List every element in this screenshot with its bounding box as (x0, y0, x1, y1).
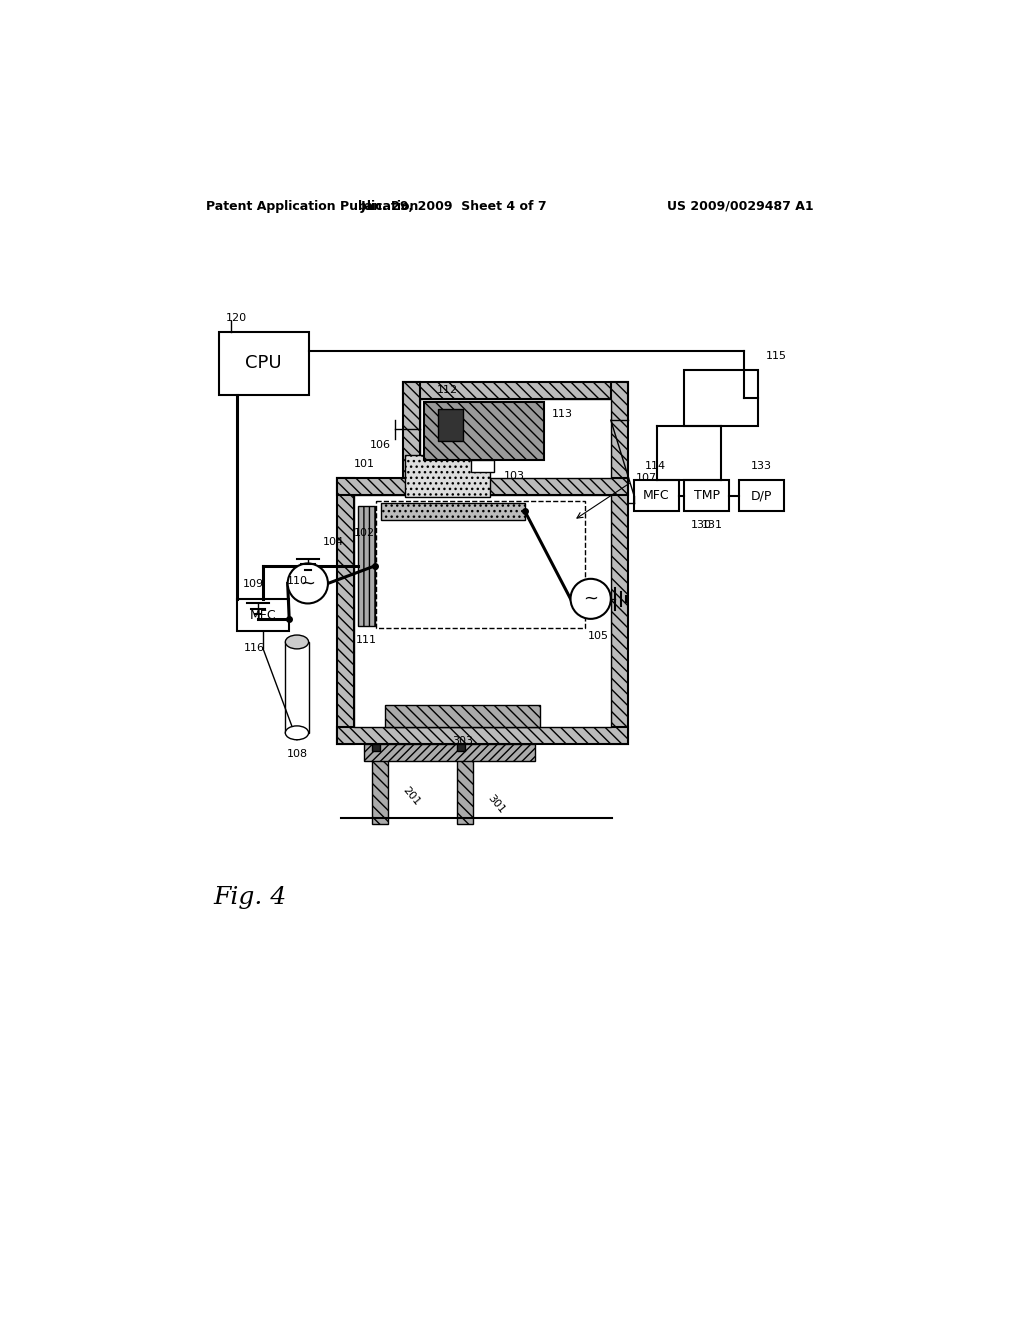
Text: 105: 105 (588, 631, 609, 640)
Bar (611, 478, 628, 743)
Text: 102: 102 (354, 528, 375, 539)
Ellipse shape (286, 726, 308, 739)
Text: 303: 303 (453, 735, 473, 746)
Text: 301: 301 (485, 793, 507, 816)
Bar (403, 381, 628, 399)
Bar (611, 381, 628, 478)
Text: 107: 107 (636, 473, 656, 483)
Text: ~: ~ (584, 590, 598, 607)
Text: CPU: CPU (246, 354, 282, 372)
Bar (354, 495, 611, 726)
Bar (684, 480, 729, 511)
Bar (337, 726, 628, 743)
Bar (365, 743, 535, 760)
Bar (471, 461, 494, 471)
Bar (404, 455, 489, 498)
Bar (684, 370, 758, 425)
Text: 111: 111 (356, 635, 377, 644)
Text: 106: 106 (370, 440, 390, 450)
Text: MFC: MFC (643, 490, 670, 502)
Ellipse shape (286, 635, 308, 649)
Bar (372, 743, 380, 751)
Bar (219, 331, 308, 395)
Text: 131: 131 (702, 520, 723, 529)
Bar (381, 503, 524, 520)
Bar (337, 478, 354, 743)
Bar (372, 743, 388, 825)
Text: 114: 114 (644, 462, 666, 471)
Text: 113: 113 (552, 409, 572, 418)
Text: 109: 109 (243, 579, 264, 589)
Text: 104: 104 (324, 537, 344, 546)
Text: MFC: MFC (250, 609, 276, 622)
Text: Jan. 29, 2009  Sheet 4 of 7: Jan. 29, 2009 Sheet 4 of 7 (360, 199, 547, 213)
Text: 133: 133 (751, 462, 772, 471)
Text: 130: 130 (690, 520, 712, 529)
Text: 115: 115 (766, 351, 786, 362)
Text: 108: 108 (287, 750, 307, 759)
Text: D/P: D/P (751, 490, 772, 502)
Text: TMP: TMP (694, 490, 720, 502)
Text: 120: 120 (225, 313, 247, 323)
Bar (337, 478, 628, 495)
Text: 103: 103 (504, 471, 525, 480)
Text: 201: 201 (400, 785, 422, 808)
Text: 112: 112 (437, 385, 458, 395)
Bar (634, 480, 679, 511)
Bar (420, 399, 611, 478)
Text: 116: 116 (245, 643, 265, 653)
Text: ~: ~ (300, 574, 315, 593)
Bar (458, 743, 473, 825)
Text: Patent Application Publication: Patent Application Publication (206, 199, 418, 213)
Circle shape (288, 564, 328, 603)
Bar (237, 599, 289, 631)
Bar (424, 403, 544, 461)
Bar (738, 480, 783, 511)
Bar (458, 743, 465, 751)
Bar (358, 507, 375, 626)
Bar (403, 381, 420, 478)
Text: 110: 110 (287, 576, 308, 586)
Text: US 2009/0029487 A1: US 2009/0029487 A1 (667, 199, 813, 213)
Bar (385, 705, 541, 726)
Circle shape (570, 578, 611, 619)
Text: Fig. 4: Fig. 4 (213, 886, 287, 909)
Bar (286, 642, 308, 733)
Text: 101: 101 (354, 459, 375, 469)
Bar (376, 502, 586, 628)
Bar (438, 409, 463, 441)
